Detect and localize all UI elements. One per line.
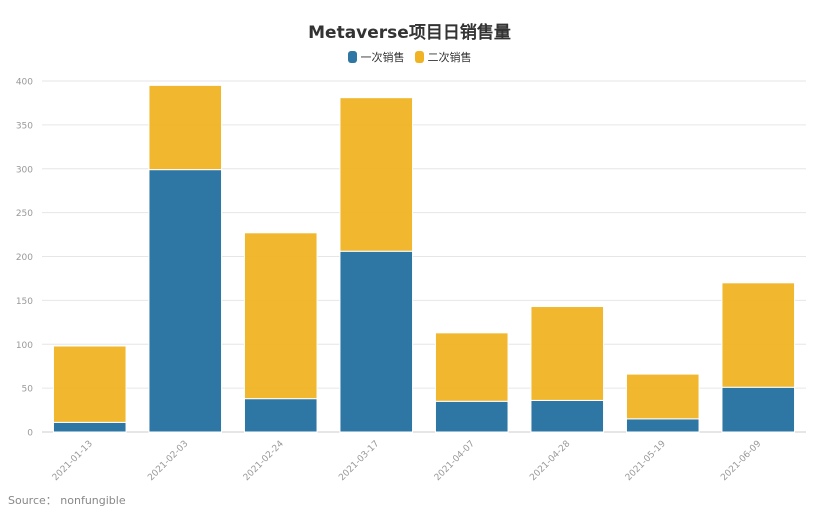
y-tick-label: 200 (16, 253, 33, 263)
bar-segment-secondary (434, 332, 509, 402)
bar-segment-primary (148, 169, 223, 433)
x-tick-label: 2021-01-13 (51, 439, 95, 483)
bar-segment-secondary (530, 306, 605, 401)
legend: 一次销售 二次销售 (0, 49, 819, 65)
legend-swatch-primary-sales (347, 51, 357, 63)
legend-label-primary-sales: 一次销售 (360, 51, 405, 64)
chart-title: Metaverse项目日销售量 (308, 23, 511, 43)
x-tick-label: 2021-04-28 (528, 439, 572, 483)
legend-item-primary-sales[interactable]: 一次销售 (347, 49, 405, 65)
bar-segment-secondary (52, 345, 127, 423)
bar-segment-secondary (721, 282, 796, 388)
bar-segment-primary (530, 399, 605, 433)
x-tick-label: 2021-04-07 (433, 439, 477, 483)
source-note: Source： nonfungible (8, 494, 126, 507)
x-tick-label: 2021-06-09 (719, 439, 763, 483)
bars (52, 84, 796, 433)
y-tick-label: 50 (22, 385, 34, 395)
y-tick-label: 0 (27, 429, 33, 439)
bar-segment-primary (339, 250, 414, 433)
y-tick-label: 400 (16, 78, 33, 88)
bar-segment-primary (243, 398, 318, 433)
x-tick-label: 2021-05-19 (624, 439, 668, 483)
y-tick-label: 300 (16, 165, 33, 175)
bar-segment-primary (625, 418, 700, 433)
bar-segment-primary (434, 400, 509, 433)
bar-segment-secondary (148, 84, 223, 171)
y-tick-label: 100 (16, 341, 33, 351)
bar-segment-secondary (243, 232, 318, 400)
x-tick-label: 2021-03-17 (337, 439, 381, 483)
x-tick-label: 2021-02-03 (146, 439, 190, 483)
bar-segment-secondary (339, 97, 414, 252)
y-tick-label: 250 (16, 209, 33, 219)
bar-segment-secondary (625, 373, 700, 420)
bar-segment-primary (52, 421, 127, 433)
legend-label-secondary-sales: 二次销售 (427, 51, 472, 64)
x-tick-label: 2021-02-24 (242, 439, 286, 483)
bar-segment-primary (721, 386, 796, 433)
y-axis: 0 50 100 150 200 250 300 350 400 (16, 78, 33, 439)
legend-item-secondary-sales[interactable]: 二次销售 (414, 49, 472, 65)
y-tick-label: 150 (16, 297, 33, 307)
legend-swatch-secondary-sales (414, 51, 424, 63)
y-tick-label: 350 (16, 121, 33, 131)
x-axis: 2021-01-13 2021-02-03 2021-02-24 2021-03-17… (51, 439, 764, 483)
